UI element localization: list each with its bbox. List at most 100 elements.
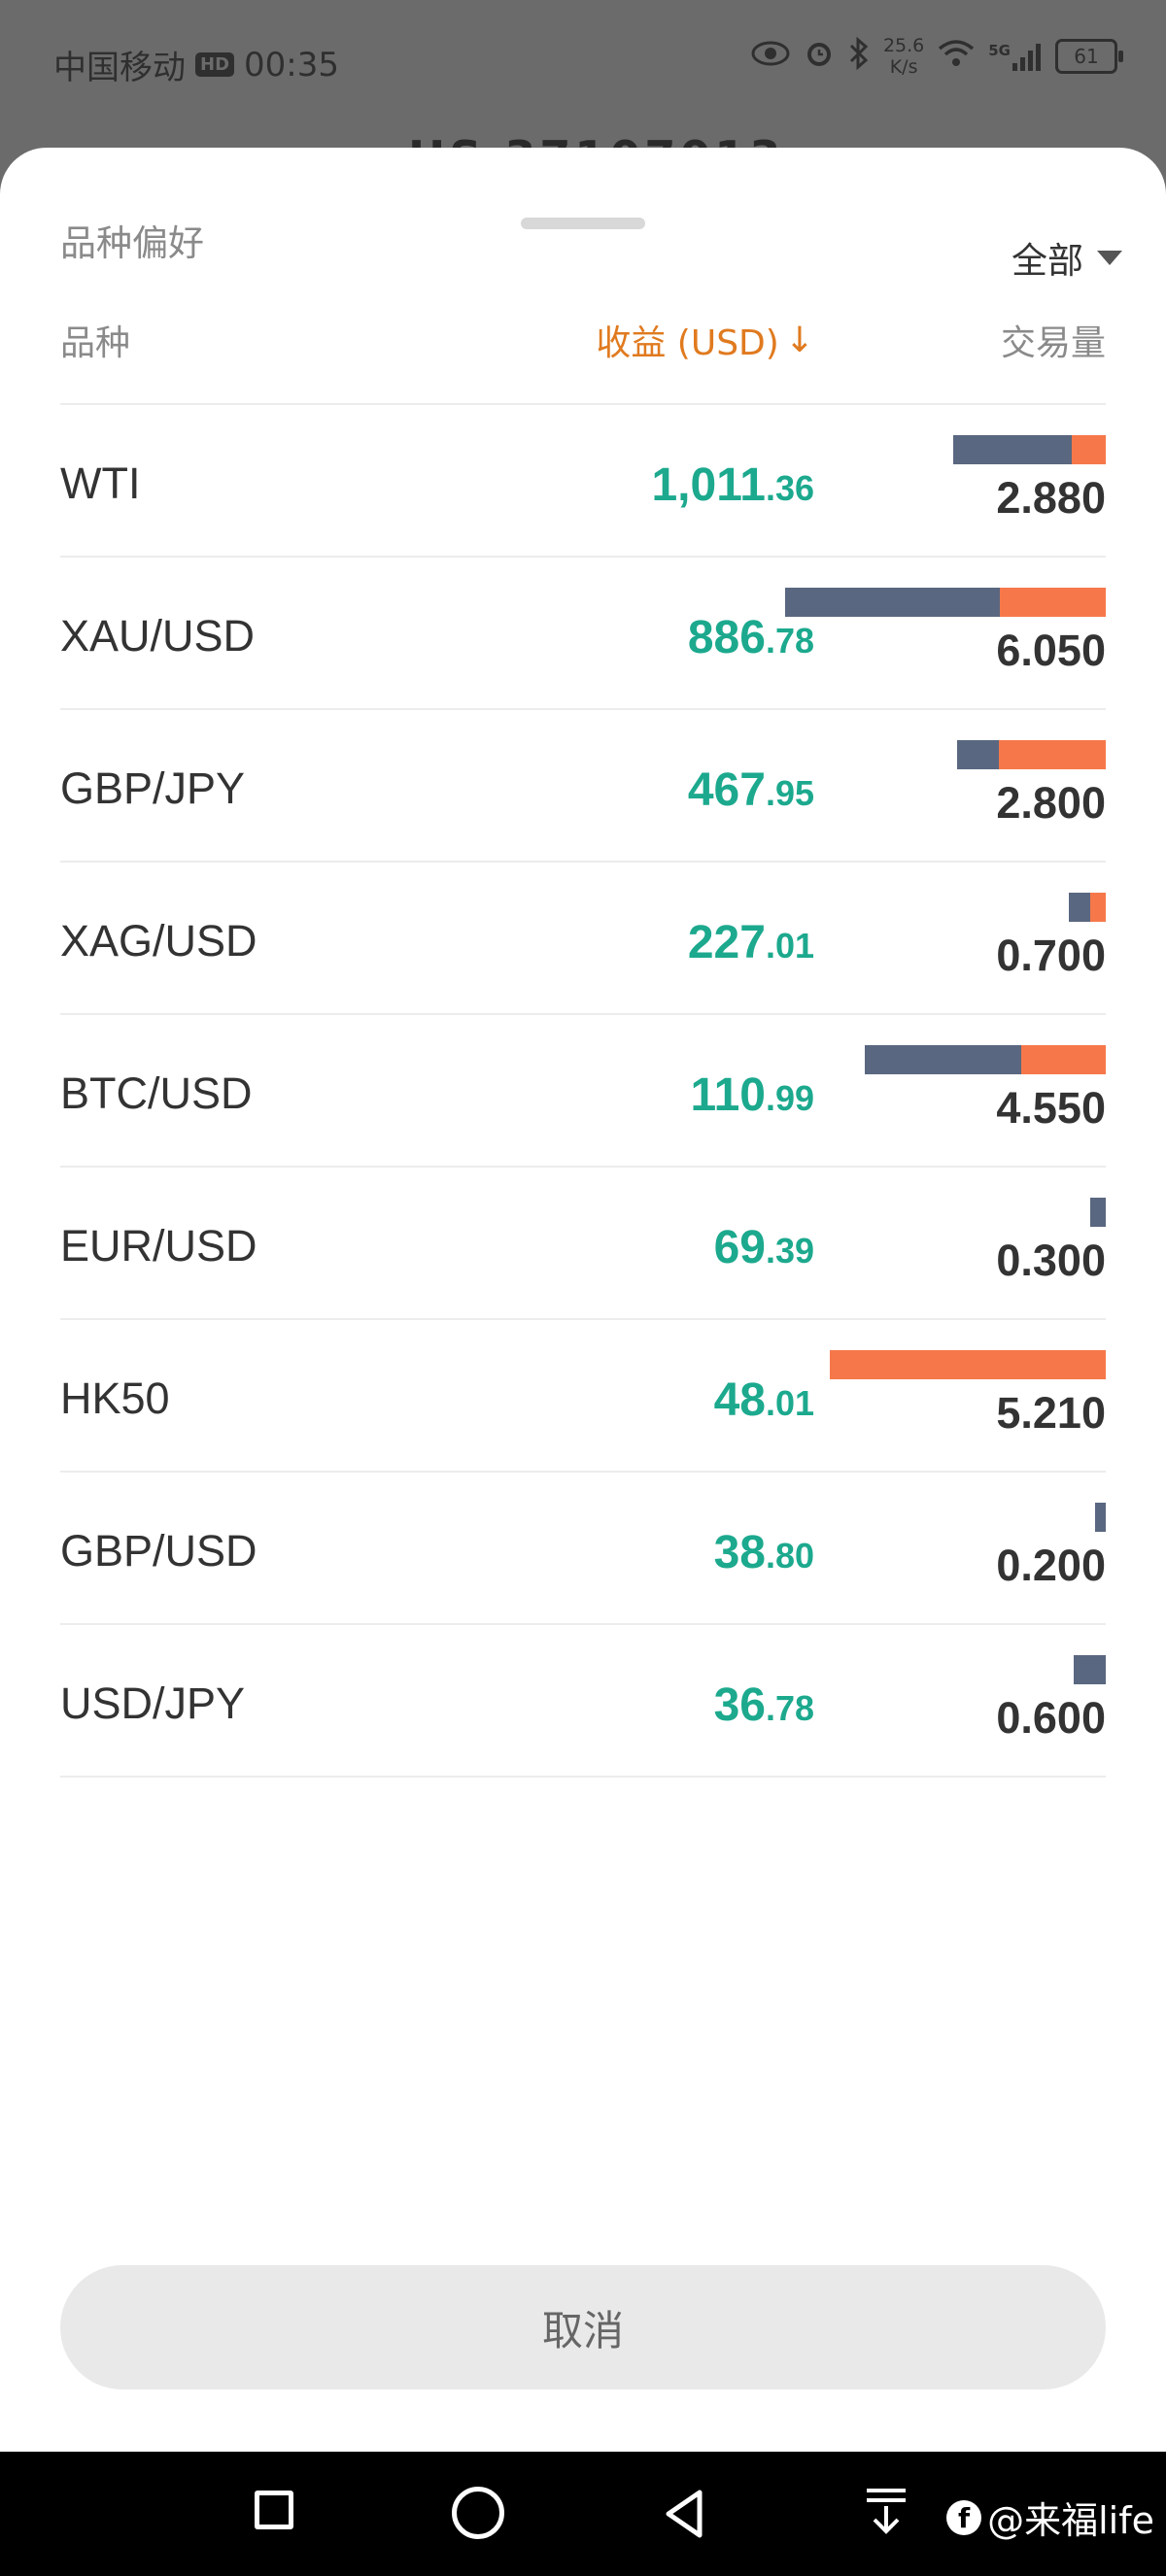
profit-decimal: .99 (765, 1078, 814, 1118)
volume-bar (1095, 1503, 1106, 1532)
buy-bar-segment (1069, 893, 1090, 922)
list-item[interactable]: HK50 48.01 5.210 (60, 1318, 1106, 1471)
back-triangle-icon[interactable] (657, 2485, 715, 2543)
profit-value: 467.95 (688, 763, 814, 817)
symbol-name: XAU/USD (60, 611, 256, 661)
profit-value: 1,011.36 (651, 458, 814, 512)
profit-value: 110.99 (691, 1068, 814, 1122)
list-item[interactable]: GBP/JPY 467.95 2.800 (60, 708, 1106, 861)
carrier-label: 中国移动 (53, 49, 186, 87)
volume-value: 4.550 (996, 1083, 1106, 1133)
volume-value: 0.200 (996, 1541, 1106, 1590)
sell-bar-segment (830, 1350, 1106, 1379)
home-circle-icon[interactable] (452, 2487, 504, 2539)
symbol-name: GBP/JPY (60, 763, 246, 813)
sell-bar-segment (1090, 893, 1106, 922)
profit-value: 38.80 (714, 1526, 814, 1579)
watermark-text: @来福life (987, 2499, 1154, 2542)
profit-integer: 48 (713, 1374, 766, 1426)
profit-integer: 467 (687, 764, 766, 816)
sell-bar-segment (999, 740, 1106, 769)
profit-integer: 38 (713, 1527, 766, 1578)
network-speed: 25.6 K/s (883, 35, 924, 78)
cancel-button[interactable]: 取消 (60, 2265, 1106, 2390)
sell-bar-segment (1072, 435, 1106, 464)
volume-value: 0.600 (996, 1693, 1106, 1743)
symbol-name: GBP/USD (60, 1526, 257, 1576)
profit-decimal: .95 (765, 773, 814, 813)
symbol-name: BTC/USD (60, 1068, 253, 1118)
buy-bar-segment (953, 435, 1072, 464)
profit-decimal: .01 (765, 1383, 814, 1423)
buy-bar-segment (785, 588, 1000, 617)
filter-dropdown[interactable]: 全部 (1012, 231, 1122, 284)
list-item[interactable]: BTC/USD 110.99 4.550 (60, 1013, 1106, 1166)
profit-decimal: .39 (765, 1231, 814, 1271)
dropdown-triangle-icon (1097, 250, 1122, 265)
list-item[interactable]: XAU/USD 886.78 6.050 (60, 556, 1106, 708)
volume-value: 2.800 (996, 778, 1106, 828)
network-type: 5G (988, 42, 1011, 59)
eye-icon (751, 41, 790, 73)
buy-bar-segment (1074, 1655, 1106, 1684)
volume-bar (953, 435, 1106, 464)
watermark: f @来福life (946, 2491, 1154, 2544)
profit-value: 886.78 (688, 611, 814, 664)
sort-down-icon: ↓ (784, 320, 814, 360)
battery-icon: 61 (1055, 39, 1123, 74)
profit-integer: 110 (690, 1069, 766, 1121)
symbol-name: XAG/USD (60, 916, 257, 966)
profit-decimal: .78 (765, 1688, 814, 1728)
pull-down-icon[interactable] (863, 2485, 909, 2535)
profit-integer: 1,011 (651, 459, 766, 511)
navigation-bar: f @来福life (0, 2452, 1166, 2576)
alarm-icon (804, 38, 835, 76)
wifi-icon (938, 39, 975, 75)
drag-handle[interactable] (521, 218, 645, 229)
profit-value: 227.01 (688, 916, 814, 969)
column-header-symbol[interactable]: 品种 (60, 323, 131, 363)
volume-value: 5.210 (996, 1388, 1106, 1438)
volume-bar (785, 588, 1106, 617)
clock: 00:35 (244, 45, 339, 85)
status-right: 25.6 K/s 5G 61 (751, 35, 1123, 78)
volume-value: 6.050 (996, 626, 1106, 675)
buy-bar-segment (1090, 1198, 1106, 1227)
symbol-name: EUR/USD (60, 1221, 257, 1271)
signal-icon: 5G (988, 42, 1042, 71)
table-header: 品种 收益 (USD) ↓ 交易量 (60, 315, 1106, 373)
volume-value: 0.300 (996, 1236, 1106, 1285)
list-item[interactable]: EUR/USD 69.39 0.300 (60, 1166, 1106, 1318)
speed-unit: K/s (889, 56, 918, 78)
volume-bar (1074, 1655, 1106, 1684)
status-bar: 中国移动 HD 00:35 25.6 K/s 5G 61 (0, 0, 1166, 126)
app-logo-icon: f (946, 2499, 982, 2535)
bluetooth-icon (848, 36, 870, 77)
volume-value: 2.880 (996, 473, 1106, 523)
recents-square-icon[interactable] (255, 2491, 293, 2529)
profit-integer: 227 (687, 917, 766, 968)
profit-decimal: .78 (765, 621, 814, 661)
profit-value: 69.39 (714, 1221, 814, 1274)
list-item[interactable]: XAG/USD 227.01 0.700 (60, 861, 1106, 1013)
list-item[interactable]: USD/JPY 36.78 0.600 (60, 1623, 1106, 1778)
buy-bar-segment (957, 740, 999, 769)
list-item[interactable]: GBP/USD 38.80 0.200 (60, 1471, 1106, 1623)
profit-decimal: .36 (765, 468, 814, 508)
profit-integer: 886 (687, 612, 766, 663)
symbol-name: WTI (60, 458, 141, 508)
profit-value: 36.78 (714, 1678, 814, 1732)
column-header-volume[interactable]: 交易量 (1000, 323, 1106, 363)
bottom-sheet: 品种偏好 全部 品种 收益 (USD) ↓ 交易量 WTI 1,011.36 2.8… (0, 148, 1166, 2452)
status-left: 中国移动 HD 00:35 (53, 41, 339, 88)
profit-decimal: .01 (765, 926, 814, 966)
list-item[interactable]: WTI 1,011.36 2.880 (60, 403, 1106, 556)
sell-bar-segment (1021, 1045, 1106, 1074)
volume-bar (830, 1350, 1106, 1379)
speed-value: 25.6 (882, 35, 925, 56)
symbol-list: WTI 1,011.36 2.880 XAU/USD 886.78 6.050 GBP/JP… (60, 403, 1106, 1778)
column-header-profit[interactable]: 收益 (USD) ↓ (596, 315, 814, 365)
hd-badge: HD (195, 52, 235, 77)
sell-bar-segment (1000, 588, 1106, 617)
profit-value: 48.01 (714, 1373, 814, 1427)
